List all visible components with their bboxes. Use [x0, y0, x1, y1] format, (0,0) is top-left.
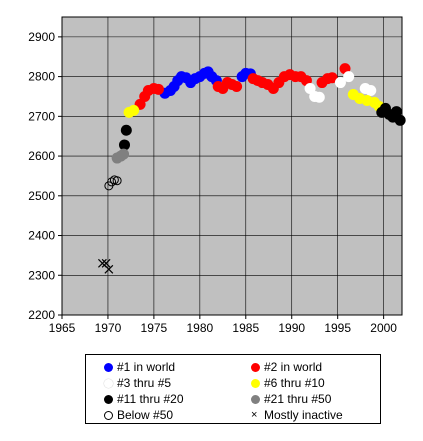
y-tick-label: 2300	[28, 268, 55, 282]
data-point	[231, 81, 243, 93]
data-point	[326, 72, 338, 84]
plot-area	[61, 16, 403, 316]
data-point	[128, 104, 140, 116]
legend: #1 in world #2 in world #3 thru #5 #6 thru …	[85, 354, 381, 424]
y-tick-label: 2800	[28, 70, 55, 84]
legend-label: #21 thru #50	[264, 392, 332, 406]
legend-x-marker: ×	[251, 409, 258, 421]
data-point	[120, 124, 132, 136]
legend-marker	[251, 362, 260, 372]
data-point	[390, 106, 402, 118]
y-tick-label: 2400	[28, 229, 55, 243]
legend-marker	[104, 394, 113, 404]
y-tick-label: 2900	[28, 30, 55, 44]
x-tick-label: 1980	[186, 321, 213, 335]
data-point	[107, 177, 117, 187]
legend-label: #6 thru #10	[264, 376, 325, 390]
x-tick-label: 1975	[141, 321, 168, 335]
data-point	[304, 83, 316, 95]
legend-marker	[104, 378, 113, 388]
legend-label: Below #50	[117, 408, 174, 422]
legend-label: #2 in world	[264, 360, 323, 374]
data-point	[365, 85, 377, 97]
x-tick-label: 1995	[324, 321, 351, 335]
x-tick-label: 1970	[95, 321, 122, 335]
data-point	[394, 114, 406, 126]
legend-marker	[104, 410, 113, 420]
legend-item: Below #50	[104, 407, 173, 423]
y-tick-label: 2200	[28, 308, 55, 322]
x-tick-label: 1985	[232, 321, 259, 335]
legend-label: #11 thru #20	[117, 392, 184, 406]
legend-item: #6 thru #10	[251, 375, 325, 391]
data-point	[118, 139, 130, 151]
x-tick-label: 1990	[278, 321, 305, 335]
legend-label: #3 thru #5	[117, 376, 172, 390]
data-points	[98, 63, 406, 274]
data-point	[112, 176, 122, 186]
data-point	[101, 258, 111, 268]
data-point	[313, 91, 325, 103]
legend-marker	[104, 362, 113, 372]
y-axis: 2200 2300 2400 2500 2600 2700 2800 2900	[28, 30, 62, 322]
legend-item: #11 thru #20	[104, 391, 184, 407]
legend-label: #1 in world	[117, 360, 176, 374]
x-tick-label: 2000	[370, 321, 397, 335]
data-point	[118, 148, 130, 160]
y-tick-label: 2700	[28, 109, 55, 123]
data-point	[104, 264, 114, 274]
data-point	[343, 71, 355, 83]
legend-item: #2 in world	[251, 359, 322, 375]
legend-item: × Mostly inactive	[251, 407, 343, 423]
y-tick-label: 2500	[28, 189, 55, 203]
y-tick-label: 2600	[28, 149, 55, 163]
data-point	[334, 77, 346, 89]
legend-label: Mostly inactive	[264, 408, 343, 422]
legend-marker	[251, 378, 260, 388]
x-axis: 1965 1970 1975 1980 1985 1990 1995 2000	[49, 315, 397, 335]
data-point	[152, 83, 164, 95]
x-tick-label: 1965	[49, 321, 76, 335]
legend-marker	[251, 394, 260, 404]
legend-item: #21 thru #50	[251, 391, 331, 407]
legend-item: #1 in world	[104, 359, 175, 375]
legend-item: #3 thru #5	[104, 375, 171, 391]
